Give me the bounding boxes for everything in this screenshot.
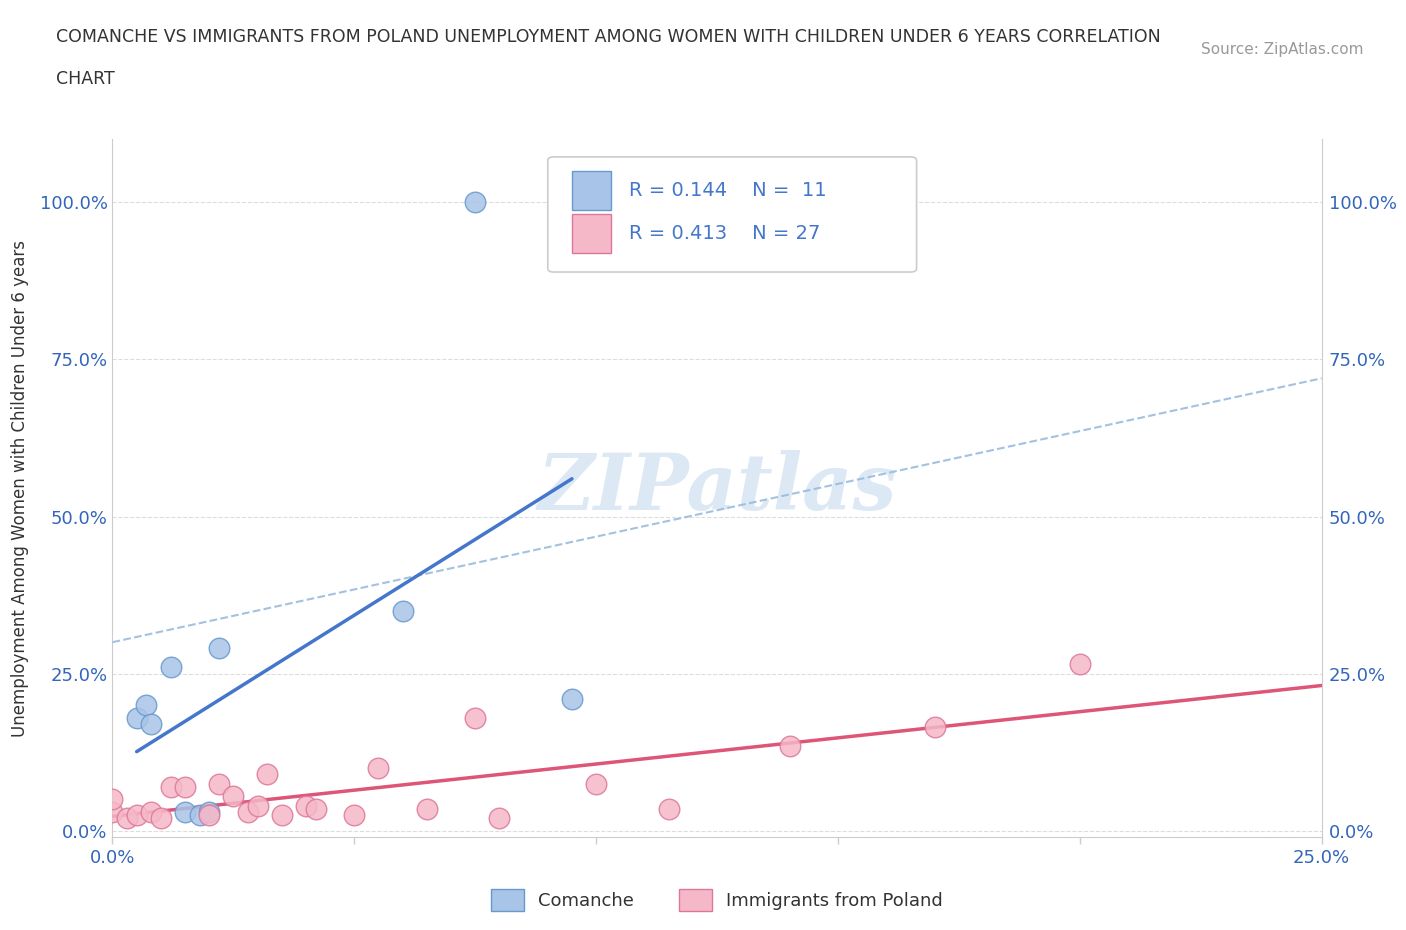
Text: COMANCHE VS IMMIGRANTS FROM POLAND UNEMPLOYMENT AMONG WOMEN WITH CHILDREN UNDER : COMANCHE VS IMMIGRANTS FROM POLAND UNEMP… — [56, 28, 1161, 46]
Point — [125, 711, 148, 725]
Y-axis label: Unemployment Among Women with Children Under 6 years: Unemployment Among Women with Children U… — [10, 240, 28, 737]
Point — [1069, 657, 1091, 671]
Text: Source: ZipAtlas.com: Source: ZipAtlas.com — [1201, 42, 1364, 57]
Text: ZIPatlas: ZIPatlas — [537, 450, 897, 526]
Point — [658, 802, 681, 817]
Point — [779, 738, 801, 753]
Point — [135, 698, 157, 712]
Point — [141, 804, 163, 819]
Point — [256, 766, 278, 781]
Point — [149, 811, 172, 826]
Point — [464, 711, 486, 725]
Point — [222, 789, 245, 804]
Text: R = 0.413    N = 27: R = 0.413 N = 27 — [628, 224, 820, 243]
Point — [101, 791, 124, 806]
Point — [270, 807, 292, 822]
Point — [208, 777, 231, 791]
Text: CHART: CHART — [56, 70, 115, 87]
Point — [304, 802, 326, 817]
Point — [416, 802, 439, 817]
Point — [208, 641, 231, 656]
FancyBboxPatch shape — [572, 215, 610, 253]
Point — [159, 660, 181, 675]
Point — [464, 195, 486, 210]
Point — [115, 811, 138, 826]
Point — [246, 798, 269, 813]
Point — [198, 804, 221, 819]
Point — [295, 798, 318, 813]
Legend: Comanche, Immigrants from Poland: Comanche, Immigrants from Poland — [484, 883, 950, 919]
Point — [159, 779, 181, 794]
Point — [141, 716, 163, 731]
Text: R = 0.144    N =  11: R = 0.144 N = 11 — [628, 181, 827, 200]
Point — [236, 804, 259, 819]
Point — [125, 807, 148, 822]
Point — [924, 720, 946, 735]
Point — [585, 777, 607, 791]
Point — [391, 604, 413, 618]
FancyBboxPatch shape — [572, 171, 610, 209]
Point — [367, 761, 389, 776]
Point — [343, 807, 366, 822]
Point — [174, 804, 197, 819]
Point — [198, 807, 221, 822]
Point — [561, 691, 583, 706]
Point — [188, 807, 211, 822]
Point — [174, 779, 197, 794]
Point — [488, 811, 510, 826]
Point — [101, 804, 124, 819]
FancyBboxPatch shape — [548, 157, 917, 272]
